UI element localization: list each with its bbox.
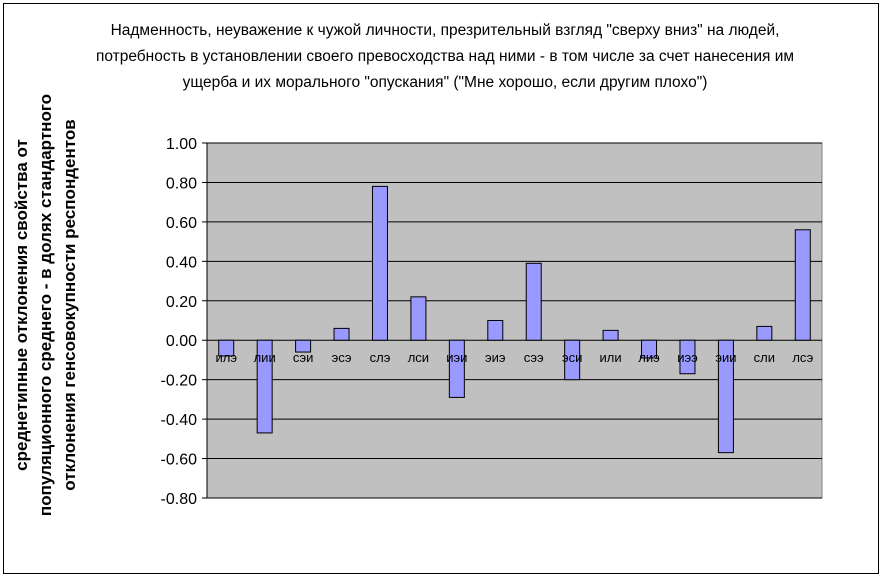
bar-лси <box>410 296 427 341</box>
bar-лиэ <box>641 339 658 359</box>
bar-илэ <box>218 339 235 357</box>
bar-сли <box>756 325 773 341</box>
x-tick-label: илэ <box>215 350 237 365</box>
x-tick-label: сээ <box>524 350 544 365</box>
bar-лсэ <box>794 229 811 341</box>
x-tick-label: эии <box>715 350 736 365</box>
bar-иээ <box>679 339 696 375</box>
bar-эси <box>564 339 581 381</box>
x-tick-label: иэи <box>446 350 467 365</box>
y-tick-label: -0.80 <box>161 491 198 508</box>
x-tick-label: лсэ <box>792 350 813 365</box>
bar-сээ <box>525 262 542 341</box>
y-tick-label: 1.00 <box>166 136 197 153</box>
y-tick-label: 0.60 <box>166 215 197 232</box>
x-tick-label: эси <box>562 350 582 365</box>
chart-title: Надменность, неуважение к чужой личности… <box>95 22 795 91</box>
y-tick-label: -0.60 <box>161 452 198 469</box>
bar-эиэ <box>487 320 504 341</box>
y-tick-label: -0.40 <box>161 412 198 429</box>
x-tick-label: сэи <box>293 350 314 365</box>
y-tick-label: 0.80 <box>166 175 197 192</box>
y-tick-label: 0.00 <box>166 333 197 350</box>
bar-лии <box>256 339 273 434</box>
x-tick-label: слэ <box>370 350 391 365</box>
x-tick-label: эиэ <box>485 350 506 365</box>
x-tick-label: или <box>600 350 622 365</box>
x-tick-label: иээ <box>677 350 698 365</box>
x-tick-label: лии <box>254 350 276 365</box>
bar-эсэ <box>333 327 350 341</box>
y-tick-label: -0.20 <box>161 373 198 390</box>
bar-эии <box>717 339 734 454</box>
x-tick-label: лси <box>408 350 429 365</box>
bar-слэ <box>371 185 388 341</box>
y-tick-label: 0.40 <box>166 254 197 271</box>
y-tick-label: 0.20 <box>166 294 197 311</box>
x-tick-label: лиэ <box>638 350 660 365</box>
x-tick-label: эсэ <box>332 350 352 365</box>
x-tick-label: сли <box>754 350 775 365</box>
bar-или <box>602 329 619 341</box>
bar-иэи <box>448 339 465 398</box>
bar-сэи <box>295 339 312 353</box>
